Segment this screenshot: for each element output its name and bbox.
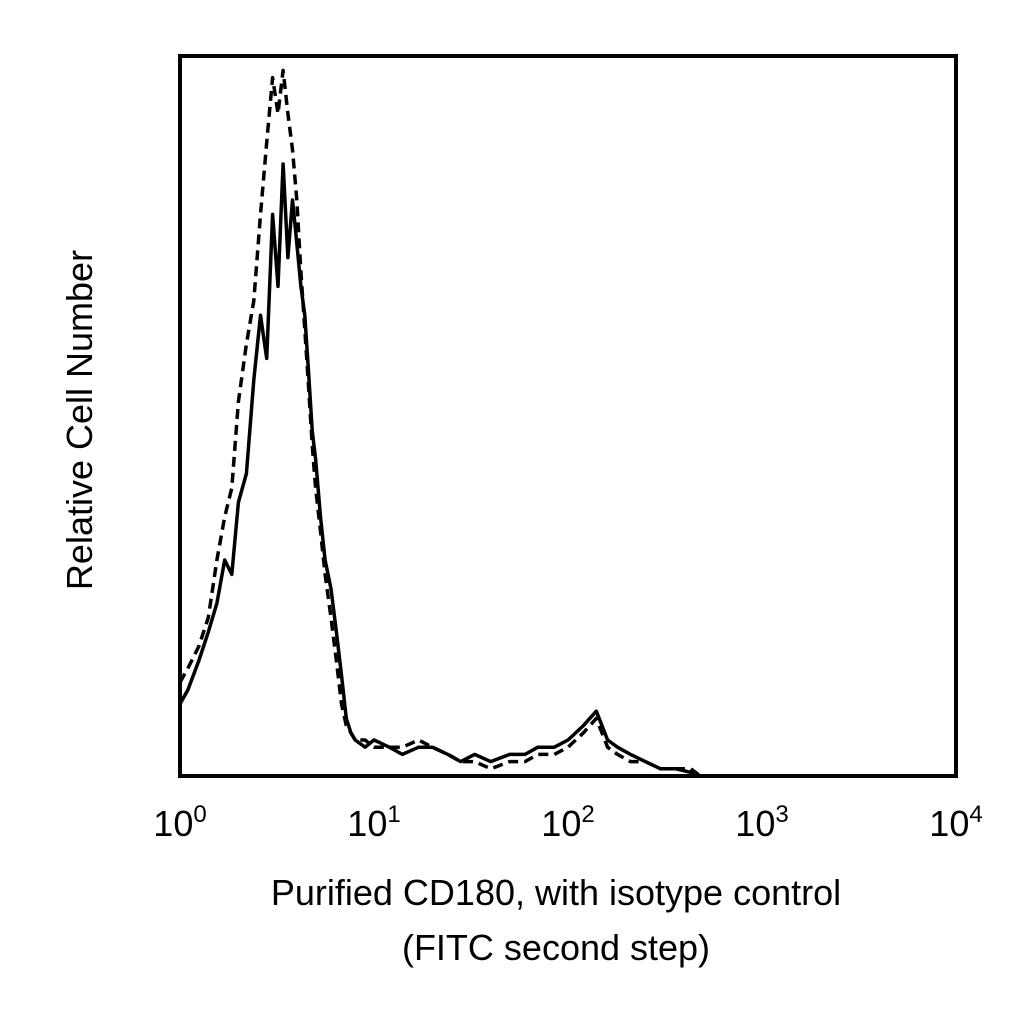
cd180-histogram-line [178, 162, 701, 778]
x-tick-label: 104 [929, 801, 982, 844]
x-tick-exponent: 0 [193, 801, 206, 828]
x-tick-base: 10 [735, 803, 775, 844]
x-axis-label: Purified CD180, with isotype control [271, 872, 841, 913]
x-tick-exponent: 1 [387, 801, 400, 828]
x-tick-base: 10 [347, 803, 387, 844]
series-layer [178, 68, 702, 778]
x-tick-label: 100 [153, 801, 206, 844]
x-tick-base: 10 [541, 803, 581, 844]
x-tick-label: 102 [541, 801, 594, 844]
x-axis-label-line2: (FITC second step) [402, 927, 710, 968]
x-tick-labels: 100 101 102 103 104 [153, 801, 982, 844]
x-tick-label: 103 [735, 801, 788, 844]
x-tick-base: 10 [153, 803, 193, 844]
x-tick-exponent: 3 [775, 801, 788, 828]
x-tick-label: 101 [347, 801, 400, 844]
x-tick-base: 10 [929, 803, 969, 844]
y-axis-label: Relative Cell Number [59, 250, 100, 590]
isotype-control-histogram-line [178, 68, 702, 778]
x-tick-exponent: 4 [969, 801, 982, 828]
x-tick-exponent: 2 [581, 801, 594, 828]
plot-frame [178, 54, 958, 778]
